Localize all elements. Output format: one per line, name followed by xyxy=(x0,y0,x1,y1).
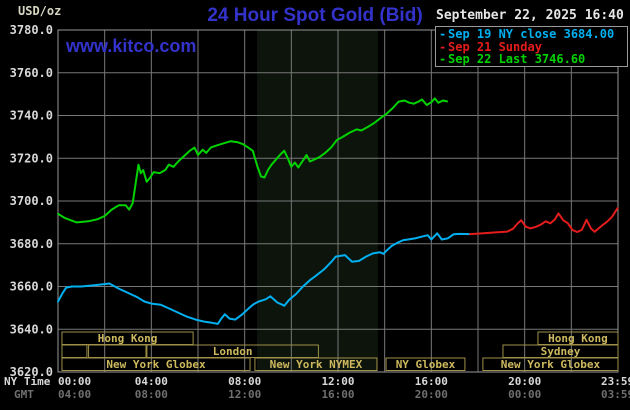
x-axis-tick-label: 00:00 xyxy=(58,375,91,388)
session-box xyxy=(482,357,619,371)
x-axis-tick-label: 12:00 xyxy=(321,375,354,388)
session-label: New York NYMEX xyxy=(270,358,363,371)
session-label: NY Globex xyxy=(396,358,456,371)
session-box xyxy=(88,344,147,358)
price-line-sep21 xyxy=(469,207,619,236)
y-axis-units-label: USD/oz xyxy=(18,4,62,18)
x-axis-row-label: NY Time xyxy=(4,375,51,388)
x-axis-tick-label: 20:00 xyxy=(415,388,448,401)
legend-label: Sep 19 NY close 3684.00 xyxy=(448,27,615,41)
y-axis-tick-label: 3620.0 xyxy=(10,365,53,379)
x-axis-tick-label: 04:00 xyxy=(135,375,168,388)
legend-label: Sep 22 Last 3746.60 xyxy=(448,52,586,66)
x-axis-tick-label: 20:00 xyxy=(508,375,541,388)
session-box xyxy=(61,344,88,358)
plot-border xyxy=(57,29,619,373)
legend-entry: - Sep 21 Sunday xyxy=(436,39,627,54)
x-axis-tick-label: 23:59 xyxy=(601,375,630,388)
legend-label: Sep 21 Sunday xyxy=(448,39,542,54)
x-axis-tick-label: 16:00 xyxy=(321,388,354,401)
y-axis-tick-label: 3700.0 xyxy=(10,194,53,208)
x-axis-tick-label: 04:00 xyxy=(58,388,91,401)
x-axis-row-label: GMT xyxy=(14,388,34,401)
session-box xyxy=(254,357,378,371)
x-axis-tick-label: 03:59 xyxy=(601,388,630,401)
x-axis-tick-label: 08:00 xyxy=(228,375,261,388)
session-box xyxy=(385,357,466,371)
session-label: New York Globex xyxy=(106,358,206,371)
session-label: London xyxy=(213,345,253,358)
legend-entry: - Sep 22 Last 3746.60 xyxy=(436,53,627,66)
y-axis-tick-label: 3640.0 xyxy=(10,322,53,336)
session-label: Hong Kong xyxy=(98,332,158,345)
legend-marker: - xyxy=(439,52,447,66)
y-axis-tick-label: 3680.0 xyxy=(10,237,53,251)
session-label: Sydney xyxy=(541,345,581,358)
legend-entry: - Sep 19 NY close 3684.00 xyxy=(436,28,627,41)
price-line-sep22 xyxy=(57,97,448,224)
x-axis-tick-label: 08:00 xyxy=(135,388,168,401)
price-line-sep19 xyxy=(57,232,472,325)
y-axis-tick-label: 3660.0 xyxy=(10,280,53,294)
legend-box: - Sep 19 NY close 3684.00- Sep 21 Sunday - S… xyxy=(435,26,628,67)
session-label: Hong Kong xyxy=(548,332,608,345)
y-axis-tick-label: 3740.0 xyxy=(10,109,53,123)
x-axis-tick-label: 12:00 xyxy=(228,388,261,401)
x-axis-tick-label: 16:00 xyxy=(415,375,448,388)
y-axis-tick-label: 3760.0 xyxy=(10,66,53,80)
session-label: New York Globex xyxy=(501,358,601,371)
chart-datetime: September 22, 2025 16:40 xyxy=(436,8,624,23)
session-box xyxy=(61,357,251,371)
kitco-watermark-link[interactable]: www.kitco.com xyxy=(66,36,197,56)
page-title: 24 Hour Spot Gold (Bid) xyxy=(207,5,423,26)
y-axis-tick-label: 3780.0 xyxy=(10,23,53,37)
legend-marker: - xyxy=(439,39,447,54)
legend-marker: - xyxy=(439,27,447,41)
y-axis-tick-label: 3720.0 xyxy=(10,151,53,165)
x-axis-tick-label: 00:00 xyxy=(508,388,541,401)
